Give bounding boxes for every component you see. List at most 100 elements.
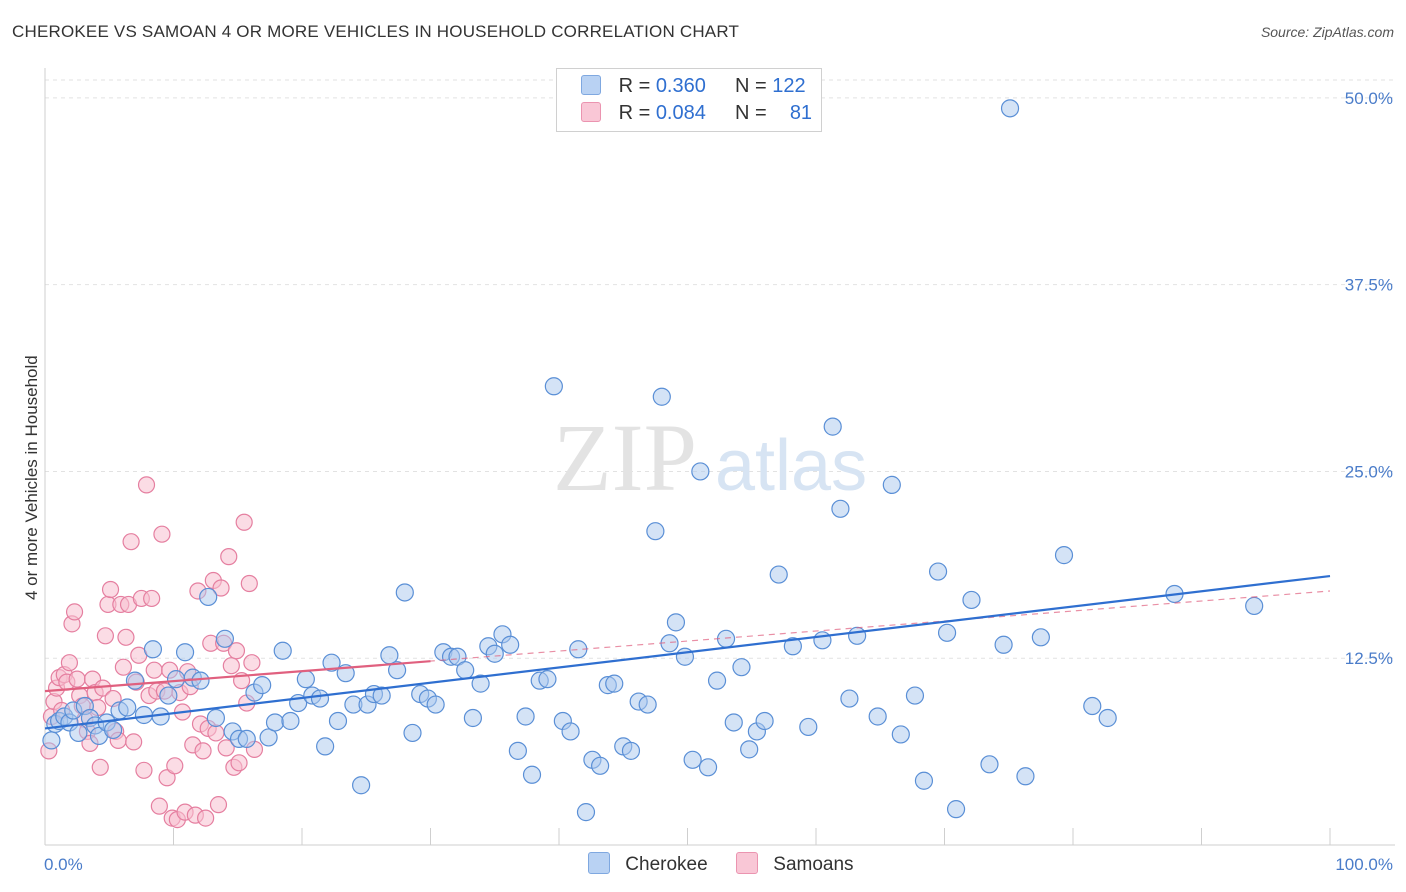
cherokee-point-50: [387, 661, 407, 680]
cherokee-n-value: 122: [772, 75, 806, 97]
cherokee-point-90: [691, 462, 710, 481]
cherokee-point-121: [1054, 546, 1074, 565]
cherokee-point-17: [143, 640, 163, 659]
cherokee-point-12: [104, 720, 123, 740]
samoans-point-11: [68, 670, 86, 688]
cherokee-point-84: [646, 522, 665, 541]
cherokee-point-67: [516, 707, 535, 726]
cherokee-point-52: [403, 723, 422, 743]
cherokee-point-108: [882, 475, 901, 494]
samoans-point-22: [96, 627, 114, 645]
samoans-point-33: [125, 733, 143, 751]
samoans-point-61: [197, 809, 215, 827]
cherokee-point-98: [755, 711, 774, 731]
cherokee-point-51: [395, 583, 414, 602]
x-tick-labels: 0.0% 100.0%: [44, 855, 1393, 874]
cherokee-point-94: [724, 713, 743, 732]
cherokee-point-39: [310, 689, 330, 708]
watermark: ZIP atlas: [553, 404, 867, 511]
cherokee-point-118: [1000, 99, 1020, 118]
cherokee-point-26: [215, 629, 234, 648]
cherokee-point-89: [683, 750, 702, 769]
chart-title: CHEROKEE VS SAMOAN 4 OR MORE VEHICLES IN…: [12, 22, 740, 41]
samoans-point-66: [209, 796, 228, 814]
cherokee-point-35: [281, 711, 300, 731]
cherokee-point-106: [848, 626, 867, 645]
r-label: R =: [618, 102, 651, 124]
cherokee-point-25: [206, 708, 226, 728]
cherokee-point-23: [191, 671, 210, 690]
cherokee-point-68: [522, 765, 542, 784]
samoans-point-73: [227, 642, 246, 660]
cherokee-point-114: [946, 800, 966, 819]
stats-row-samoans: R = 0.084 N = 81: [581, 102, 812, 126]
cherokee-point-75: [576, 803, 596, 822]
r-label: R =: [618, 75, 651, 97]
cherokee-point-48: [372, 686, 391, 705]
cherokee-point-49: [380, 646, 399, 665]
cherokee-point-125: [1245, 596, 1264, 616]
x-ticks: [44, 828, 1331, 845]
y-tick-label-2: 37.5%: [1345, 276, 1393, 295]
samoans-trend-line: [44, 660, 431, 693]
watermark-atlas: atlas: [715, 426, 867, 506]
samoans-point-69: [217, 739, 235, 757]
samoans-point-24: [101, 580, 120, 599]
y-tick-label-1: 25.0%: [1345, 462, 1393, 481]
source-credit: Source: ZipAtlas.com: [1260, 24, 1394, 40]
cherokee-point-111: [914, 771, 934, 790]
cherokee-point-115: [962, 590, 981, 610]
grid-lines: [45, 79, 1395, 659]
legend-samoans-label: Samoans: [773, 854, 854, 875]
trend-lines: [44, 574, 1331, 730]
cherokee-point-61: [471, 674, 490, 693]
cherokee-point-101: [799, 717, 818, 737]
cherokee-point-93: [716, 629, 736, 648]
cherokee-point-96: [740, 740, 759, 759]
cherokee-point-33: [265, 713, 285, 732]
cherokee-point-31: [253, 676, 272, 695]
cherokee-point-112: [928, 562, 948, 581]
cherokee-point-100: [783, 637, 802, 656]
samoans-point-76: [235, 513, 253, 531]
cherokee-point-102: [813, 631, 832, 650]
samoans-r-value: 0.084: [655, 102, 706, 124]
y-tick-label-3: 50.0%: [1345, 89, 1393, 108]
cherokee-point-79: [605, 674, 624, 693]
cherokee-point-0: [42, 731, 61, 750]
cherokee-point-122: [1083, 696, 1102, 716]
cherokee-point-103: [823, 417, 842, 436]
cherokee-point-41: [322, 653, 341, 672]
samoans-swatch: [581, 102, 601, 122]
samoans-point-8: [60, 654, 79, 672]
y-tick-label-0: 12.5%: [1345, 649, 1393, 668]
cherokee-point-87: [666, 613, 686, 632]
cherokee-point-104: [831, 499, 850, 518]
samoans-point-29: [114, 658, 132, 676]
cherokee-point-70: [538, 670, 557, 689]
cherokee-point-63: [485, 644, 504, 663]
cherokee-point-6: [69, 723, 88, 743]
cherokee-point-19: [159, 686, 178, 705]
legend-cherokee-label: Cherokee: [625, 854, 708, 875]
cherokee-point-71: [544, 377, 563, 396]
samoans-point-60: [194, 742, 212, 760]
n-label: N =: [735, 75, 767, 97]
cherokee-point-77: [591, 756, 610, 775]
samoans-point-78: [240, 574, 258, 593]
cherokee-point-21: [175, 643, 195, 662]
cherokee-point-85: [652, 387, 671, 406]
samoans-point-40: [143, 589, 161, 608]
cherokee-r-value: 0.360: [655, 75, 706, 97]
cherokee-point-45: [352, 776, 371, 795]
cherokee-trend-line: [44, 574, 1331, 730]
cherokee-point-109: [891, 725, 910, 744]
samoans-point-44: [153, 525, 171, 543]
cherokee-point-15: [125, 671, 145, 690]
cherokee-point-92: [707, 671, 727, 690]
cherokee-point-14: [118, 698, 137, 717]
cherokee-point-119: [1016, 767, 1035, 786]
samoans-point-41: [145, 661, 163, 679]
cherokee-point-95: [732, 658, 751, 677]
